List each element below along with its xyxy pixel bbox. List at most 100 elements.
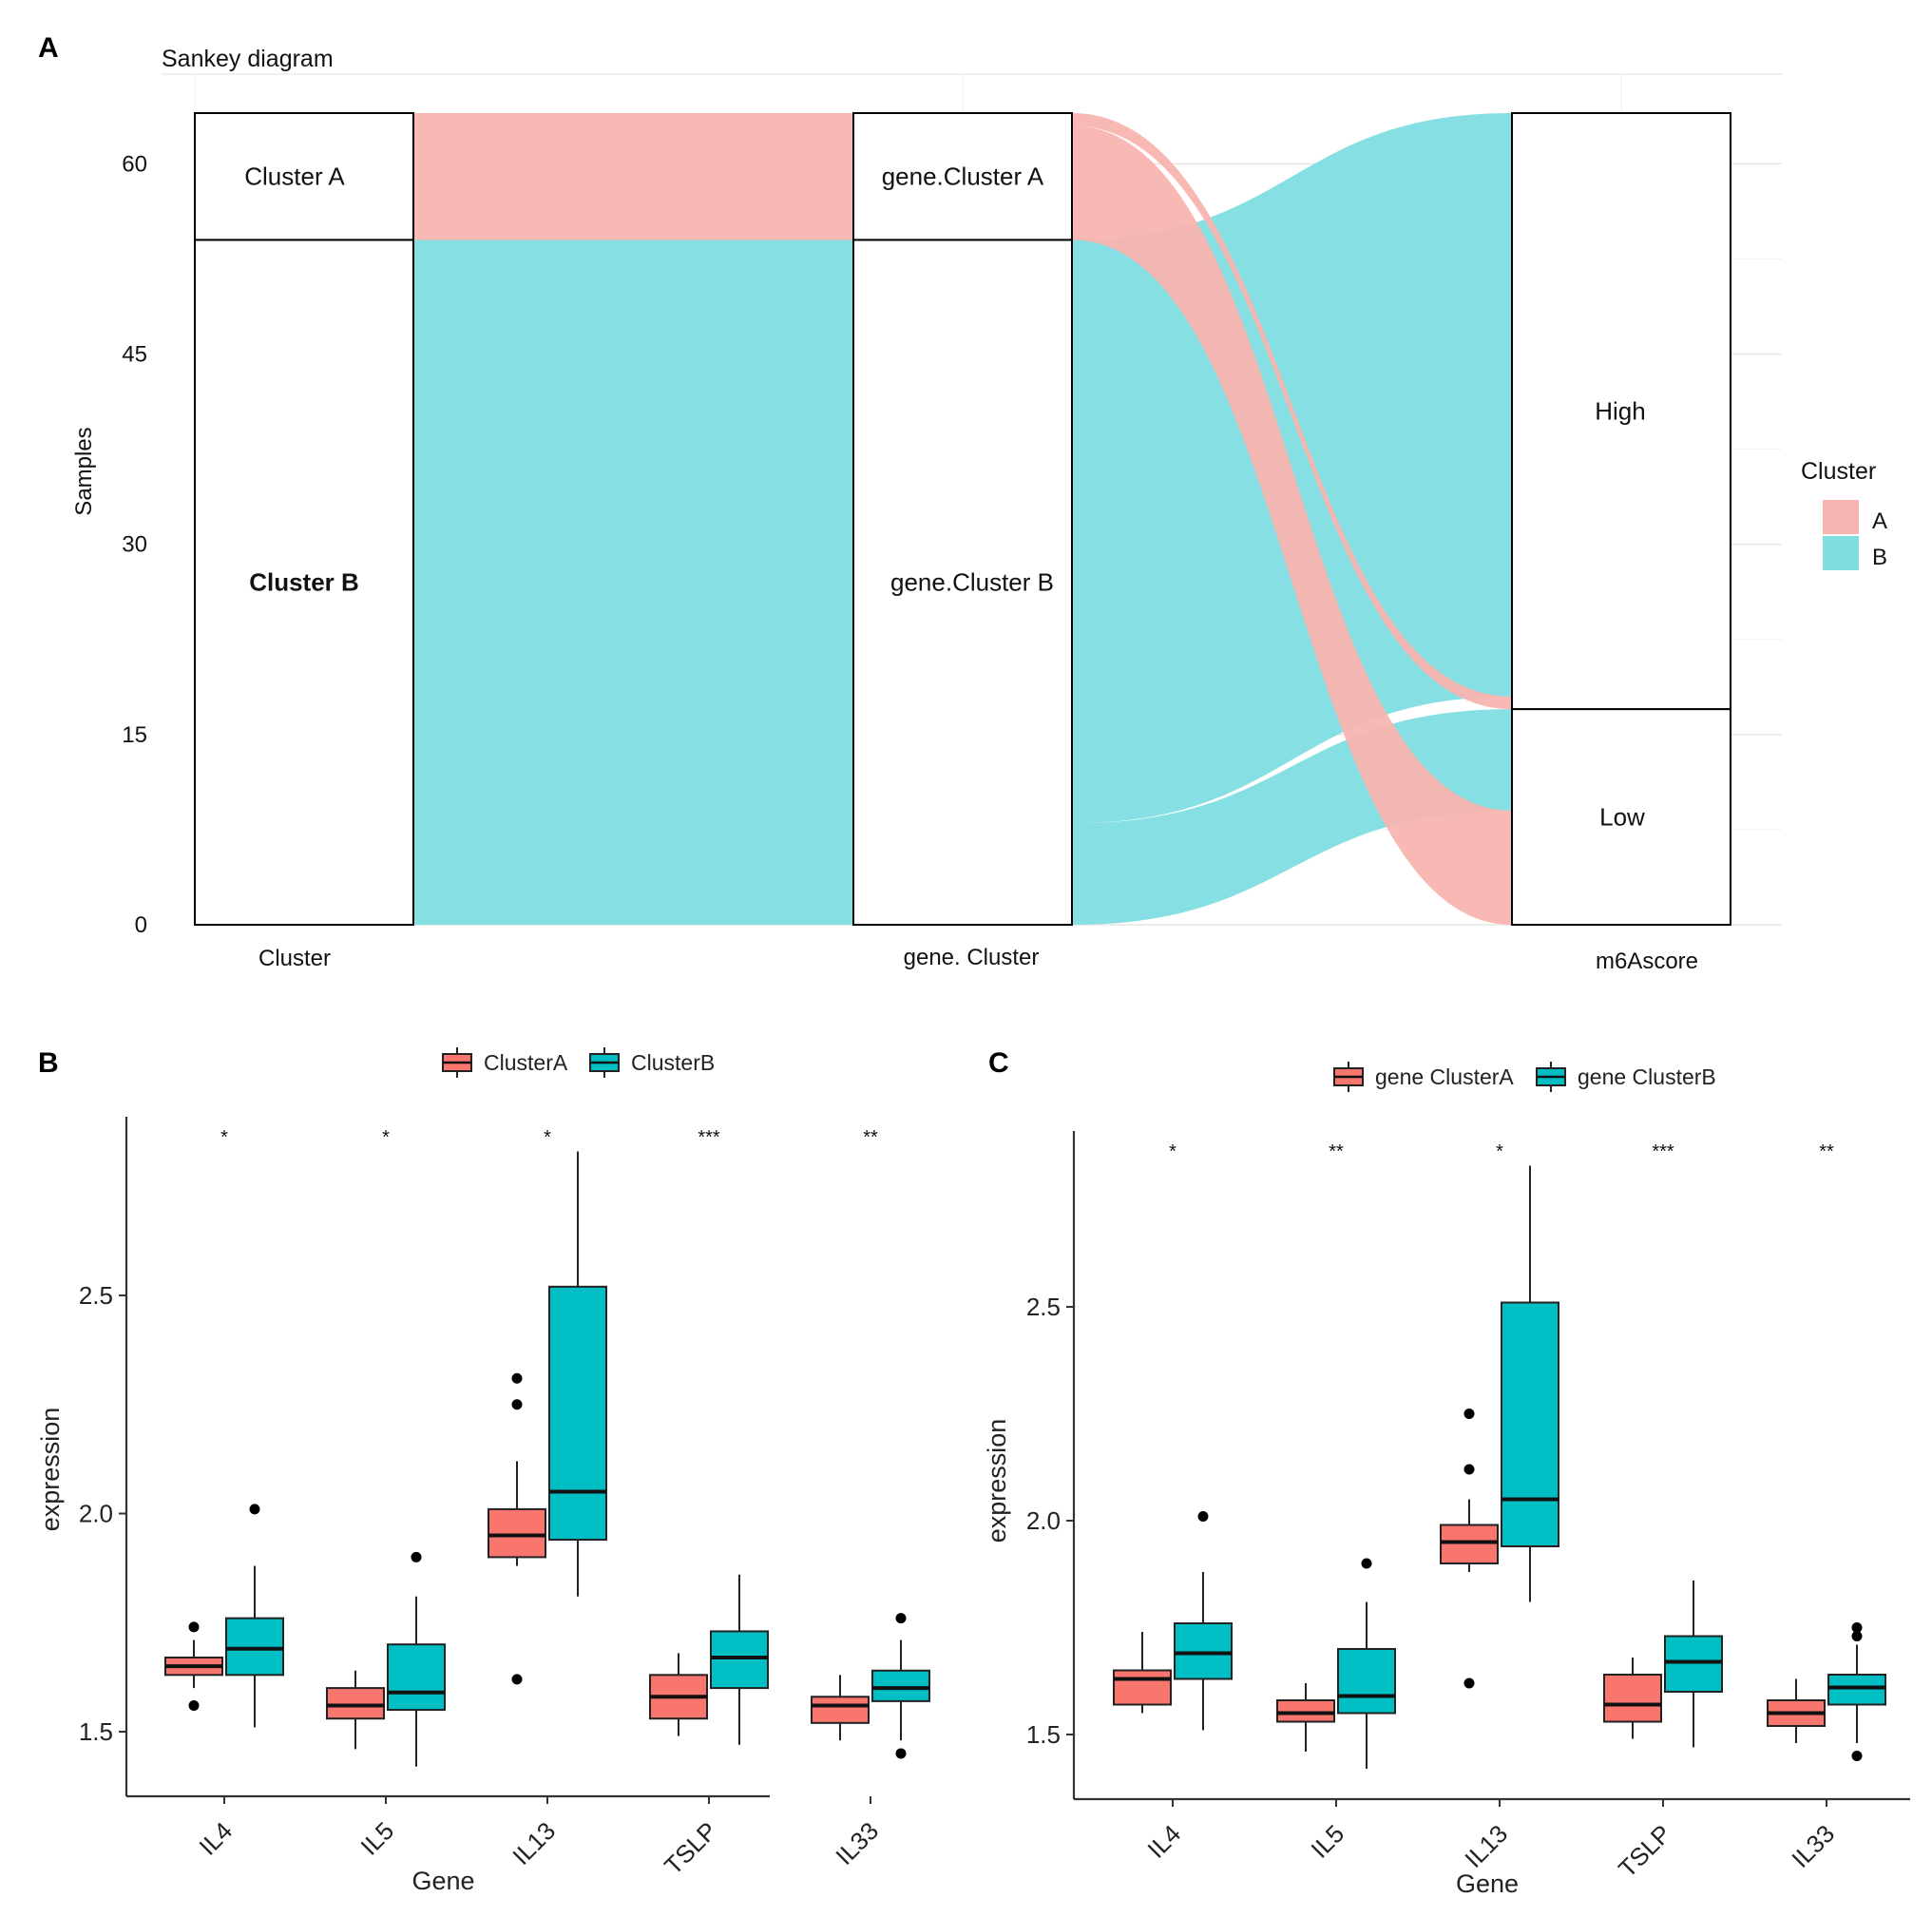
outlier-point <box>1361 1558 1372 1569</box>
box-il5-a <box>1276 1699 1335 1723</box>
node-gene-cluster-a <box>852 112 1073 241</box>
x-tick-label: IL13 <box>1459 1819 1513 1873</box>
x-tick-label: IL4 <box>193 1816 238 1861</box>
panel-c-boxplot: C 1.5 2.0 2.5 expression Gene IL4 * IL5 ** IL13 * T… <box>983 1047 1910 1898</box>
x-axis-category-label: m6Ascore <box>1596 949 1698 974</box>
outlier-point <box>249 1504 260 1515</box>
outlier-point <box>1851 1631 1863 1641</box>
node-low <box>1511 708 1731 926</box>
legend-label: ClusterB <box>631 1050 715 1075</box>
significance-label: * <box>382 1127 390 1148</box>
y-tick-label: 15 <box>122 722 147 748</box>
x-tick-label: IL33 <box>830 1816 884 1870</box>
box-tslp-b <box>710 1630 769 1690</box>
x-tick-label: IL33 <box>1786 1819 1840 1873</box>
box-il13-b <box>1501 1301 1559 1547</box>
y-axis-title: Samples <box>71 427 97 515</box>
legend-key-b <box>1823 536 1859 570</box>
box-il33-a <box>811 1696 870 1724</box>
flow-cluster-a-to-gene-cluster-a <box>413 113 853 240</box>
node-label: gene.Cluster A <box>882 163 1044 191</box>
legend-label: gene ClusterA <box>1375 1064 1514 1089</box>
node-label: Low <box>1599 803 1645 832</box>
panel-c-letter: C <box>988 1047 1009 1079</box>
box-il13-b <box>548 1285 607 1542</box>
flow-gene-cluster-a-to-low <box>1072 125 1512 925</box>
outlier-point <box>411 1551 422 1562</box>
y-axis-title: expression <box>983 1419 1011 1543</box>
outlier-point <box>511 1372 523 1384</box>
significance-label: * <box>544 1127 551 1148</box>
panel-b-boxplot: B 1.5 2.0 2.5 expression Gene IL4 * IL5 * IL13 * TS… <box>36 1047 930 1895</box>
outlier-point <box>188 1621 200 1633</box>
box-tslp-a <box>1603 1674 1662 1723</box>
node-cluster-a <box>194 112 414 241</box>
x-tick-label: TSLP <box>1613 1819 1676 1883</box>
panel-a-sankey: A 0 15 30 45 60 Sankey diagram Samples Cluster … <box>38 32 1887 974</box>
significance-label: *** <box>1652 1141 1674 1162</box>
legend-label: B <box>1872 545 1887 570</box>
node-label: gene.Cluster B <box>890 568 1054 597</box>
node-gene-cluster-b <box>852 239 1073 926</box>
outlier-point <box>1463 1409 1475 1419</box>
node-label: Cluster A <box>244 163 345 191</box>
x-tick-label: IL5 <box>354 1816 399 1861</box>
flow-cluster-b-to-gene-cluster-b <box>413 240 853 925</box>
panel-b-letter: B <box>38 1047 59 1079</box>
outlier-point <box>511 1399 523 1410</box>
y-tick-label: 2.0 <box>79 1500 113 1528</box>
y-tick-label: 2.0 <box>1026 1506 1061 1535</box>
node-cluster-b <box>194 239 414 926</box>
significance-label: * <box>220 1127 228 1148</box>
box-il13-a <box>488 1507 546 1559</box>
outlier-point <box>1463 1464 1475 1475</box>
significance-label: ** <box>1819 1141 1834 1162</box>
box-tslp-b <box>1664 1635 1723 1693</box>
y-tick-label: 1.5 <box>79 1717 113 1746</box>
box-il4-b <box>225 1617 284 1677</box>
panel-a-letter: A <box>38 32 59 64</box>
outlier-point <box>1197 1511 1209 1522</box>
x-axis-category-label: Cluster <box>258 946 331 971</box>
x-tick-label: IL4 <box>1141 1819 1186 1864</box>
node-label: High <box>1595 397 1645 426</box>
outlier-point <box>188 1699 200 1711</box>
box-il5-a <box>326 1687 385 1720</box>
significance-label: * <box>1496 1141 1503 1162</box>
legend-label: gene ClusterB <box>1578 1064 1716 1089</box>
significance-label: * <box>1169 1141 1176 1162</box>
x-tick-label: TSLP <box>659 1816 722 1880</box>
outlier-point <box>895 1613 907 1624</box>
outlier-point <box>1851 1622 1863 1633</box>
box-il4-a <box>1113 1669 1172 1706</box>
box-il5-b <box>1337 1648 1396 1715</box>
legend-key-a <box>1823 500 1859 534</box>
x-axis-category-label: gene. Cluster <box>904 945 1040 970</box>
x-axis-title: Gene <box>1456 1869 1519 1898</box>
box-il5-b <box>387 1643 446 1712</box>
legend-label: ClusterA <box>484 1050 568 1075</box>
outlier-point <box>1851 1751 1863 1761</box>
y-tick-label: 0 <box>135 912 147 938</box>
y-tick-label: 1.5 <box>1026 1720 1061 1749</box>
y-axis-title: expression <box>36 1408 65 1532</box>
outlier-point <box>895 1748 907 1759</box>
y-tick-label: 60 <box>122 151 147 177</box>
outlier-point <box>1463 1677 1475 1689</box>
significance-label: ** <box>1329 1141 1344 1162</box>
x-tick-label: IL5 <box>1305 1819 1349 1864</box>
legend-title: Cluster <box>1801 458 1876 485</box>
x-axis-title: Gene <box>411 1867 474 1895</box>
box-il4-b <box>1174 1622 1233 1680</box>
node-label: Cluster B <box>249 568 359 597</box>
box-il13-a <box>1440 1524 1499 1564</box>
legend-label: A <box>1872 508 1887 534</box>
y-tick-label: 2.5 <box>79 1281 113 1310</box>
y-tick-label: 2.5 <box>1026 1293 1061 1321</box>
box-il33-b <box>1827 1674 1886 1706</box>
outlier-point <box>511 1674 523 1685</box>
significance-label: ** <box>863 1127 878 1148</box>
chart-title: Sankey diagram <box>162 46 334 72</box>
flow-gene-cluster-a-to-high <box>1072 113 1512 710</box>
